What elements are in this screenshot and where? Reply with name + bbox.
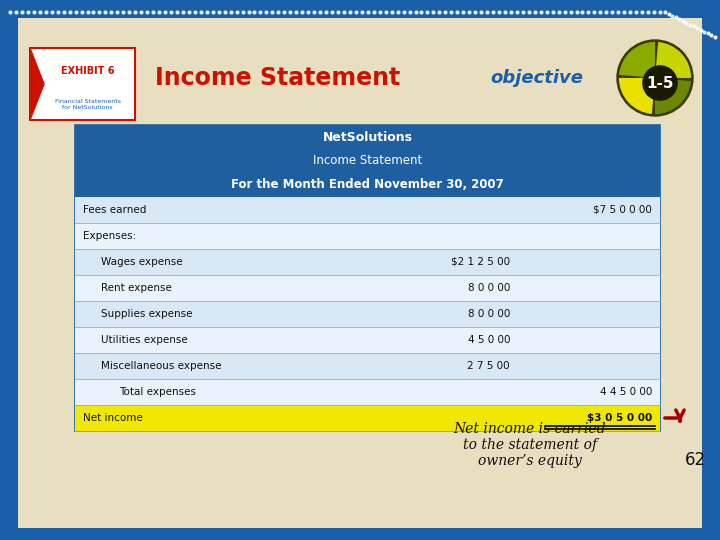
FancyBboxPatch shape: [75, 223, 660, 249]
FancyBboxPatch shape: [75, 275, 660, 301]
FancyBboxPatch shape: [30, 48, 135, 120]
Polygon shape: [30, 48, 44, 120]
Text: Financial Statements
for NetSolutions: Financial Statements for NetSolutions: [55, 99, 121, 110]
FancyBboxPatch shape: [75, 125, 660, 197]
FancyBboxPatch shape: [75, 353, 660, 379]
FancyBboxPatch shape: [75, 301, 660, 327]
FancyBboxPatch shape: [75, 249, 660, 275]
Text: 62: 62: [685, 451, 706, 469]
Text: Supplies expense: Supplies expense: [101, 309, 192, 319]
FancyBboxPatch shape: [18, 18, 702, 528]
Text: Income Statement: Income Statement: [155, 66, 400, 90]
Circle shape: [617, 40, 693, 116]
Text: For the Month Ended November 30, 2007: For the Month Ended November 30, 2007: [231, 178, 504, 191]
Text: objective: objective: [490, 69, 583, 87]
Text: Wages expense: Wages expense: [101, 257, 183, 267]
Wedge shape: [655, 78, 691, 114]
FancyBboxPatch shape: [75, 405, 660, 431]
Text: Net income is carried
to the statement of
owner’s equity: Net income is carried to the statement o…: [454, 422, 606, 468]
Text: EXHIBIT 6: EXHIBIT 6: [61, 66, 114, 76]
Text: 2 7 5 00: 2 7 5 00: [467, 361, 510, 371]
Text: Rent expense: Rent expense: [101, 283, 172, 293]
Text: Expenses:: Expenses:: [83, 231, 136, 241]
Wedge shape: [619, 42, 655, 78]
FancyBboxPatch shape: [75, 379, 660, 405]
Text: 4 5 0 00: 4 5 0 00: [467, 335, 510, 345]
Text: 8 0 0 00: 8 0 0 00: [467, 283, 510, 293]
Text: Total expenses: Total expenses: [119, 387, 196, 397]
Text: NetSolutions: NetSolutions: [323, 131, 413, 145]
FancyBboxPatch shape: [75, 327, 660, 353]
FancyBboxPatch shape: [75, 197, 660, 223]
Text: Miscellaneous expense: Miscellaneous expense: [101, 361, 222, 371]
Circle shape: [643, 66, 677, 100]
Text: $2 1 2 5 00: $2 1 2 5 00: [451, 257, 510, 267]
Text: 8 0 0 00: 8 0 0 00: [467, 309, 510, 319]
Text: Utilities expense: Utilities expense: [101, 335, 188, 345]
Text: 1-5: 1-5: [647, 76, 674, 91]
Text: $3 0 5 0 00: $3 0 5 0 00: [587, 413, 652, 423]
FancyBboxPatch shape: [75, 125, 660, 431]
Text: Fees earned: Fees earned: [83, 205, 146, 215]
Text: $7 5 0 0 00: $7 5 0 0 00: [593, 205, 652, 215]
Text: 4 4 5 0 00: 4 4 5 0 00: [600, 387, 652, 397]
Wedge shape: [619, 78, 655, 114]
Text: Net income: Net income: [83, 413, 143, 423]
Wedge shape: [655, 42, 691, 78]
Text: Income Statement: Income Statement: [313, 154, 422, 167]
